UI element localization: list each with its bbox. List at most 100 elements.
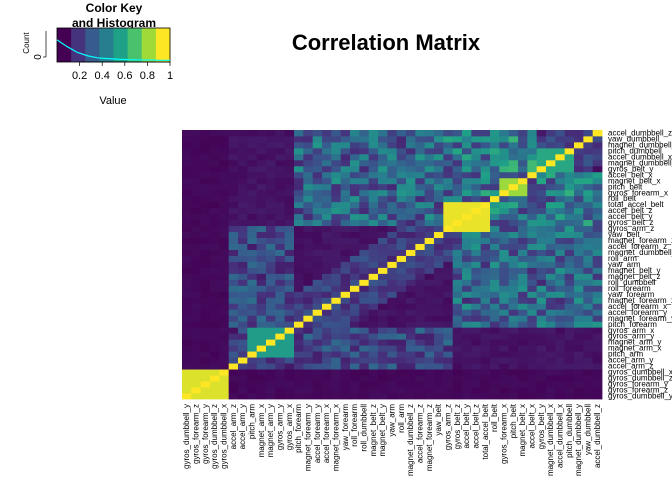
heatmap-cell	[350, 219, 360, 227]
heatmap-cell	[415, 297, 426, 304]
heatmap-cell	[322, 285, 332, 292]
heatmap-cell	[508, 171, 519, 179]
heatmap-cell	[256, 189, 267, 197]
heatmap-cell	[396, 327, 407, 334]
heatmap-cell	[406, 171, 416, 179]
heatmap-cell	[247, 327, 258, 334]
heatmap-cell	[368, 201, 379, 209]
heatmap-cell	[406, 267, 416, 274]
heatmap-cell	[592, 177, 603, 185]
heatmap-cell	[499, 135, 510, 143]
heatmap-cell	[480, 327, 491, 334]
heatmap-cell	[415, 387, 426, 394]
heatmap-cell	[200, 189, 211, 197]
heatmap-cell	[592, 357, 603, 364]
heatmap-cell	[490, 183, 500, 191]
heatmap-cell	[443, 375, 454, 382]
heatmap-cell	[340, 237, 351, 244]
heatmap-cell	[303, 225, 314, 233]
heatmap-cell	[574, 183, 584, 191]
heatmap-cell	[284, 387, 295, 394]
heatmap-cell	[452, 375, 463, 382]
heatmap-cell	[462, 339, 472, 346]
heatmap-cell	[340, 213, 351, 221]
heatmap-cell	[546, 375, 556, 382]
heatmap-cell	[592, 297, 603, 304]
heatmap-cell	[406, 327, 416, 334]
heatmap-cell	[378, 147, 388, 155]
heatmap-cell	[527, 351, 538, 358]
heatmap-cell	[340, 357, 351, 364]
heatmap-cell	[452, 273, 463, 280]
heatmap-cell	[499, 393, 510, 400]
heatmap-cell	[312, 369, 323, 376]
heatmap-cell	[378, 357, 388, 364]
heatmap-cell	[406, 249, 416, 256]
heatmap-cell	[238, 195, 248, 203]
heatmap-cell	[424, 141, 435, 149]
heatmap-cell	[592, 159, 603, 167]
heatmap-cell	[312, 273, 323, 280]
heatmap-cell	[238, 231, 248, 238]
heatmap-cell	[424, 255, 435, 262]
heatmap-cell	[378, 285, 388, 292]
heatmap-cell	[378, 153, 388, 161]
heatmap-cell	[499, 387, 510, 394]
heatmap-cell	[350, 147, 360, 155]
heatmap-cell	[378, 339, 388, 346]
heatmap-cell	[564, 303, 575, 310]
heatmap-cell	[406, 339, 416, 346]
heatmap-cell	[228, 165, 239, 173]
heatmap-cell	[564, 381, 575, 388]
heatmap-cell	[322, 315, 332, 322]
heatmap-cell	[312, 201, 323, 209]
heatmap-cell	[564, 357, 575, 364]
heatmap-cell	[518, 363, 528, 370]
row-label: gyros_forearm_y	[608, 380, 668, 389]
heatmap-cell	[340, 207, 351, 215]
heatmap-cell	[462, 375, 472, 382]
heatmap-cell	[546, 171, 556, 179]
heatmap-cell	[406, 309, 416, 316]
heatmap-cell	[359, 183, 370, 191]
heatmap-cell	[266, 159, 276, 167]
heatmap-cell	[368, 255, 379, 262]
heatmap-cell	[574, 130, 584, 137]
heatmap-cell	[294, 339, 304, 346]
heatmap-cell	[583, 303, 594, 310]
heatmap-cell	[275, 357, 286, 364]
heatmap-cell	[452, 381, 463, 388]
heatmap-cell	[527, 297, 538, 304]
heatmap-cell	[266, 135, 276, 143]
heatmap-cell	[303, 177, 314, 185]
heatmap-cell	[518, 177, 528, 185]
heatmap-cell	[396, 153, 407, 161]
heatmap-cell	[424, 243, 435, 250]
heatmap-cell	[471, 135, 482, 143]
column-label: magnet_dumbbell_z	[406, 404, 415, 476]
heatmap-cell	[564, 321, 575, 328]
heatmap-cell	[182, 321, 192, 328]
heatmap-cell	[443, 327, 454, 334]
heatmap-cell	[471, 141, 482, 149]
heatmap-cell	[527, 267, 538, 274]
heatmap-cell	[471, 375, 482, 382]
heatmap-cell	[574, 345, 584, 352]
heatmap-cell	[452, 387, 463, 394]
heatmap-cell	[462, 135, 472, 143]
heatmap-cell	[191, 297, 202, 304]
heatmap-cell	[210, 357, 220, 364]
heatmap-cell	[434, 243, 444, 250]
heatmap-cell	[331, 243, 342, 250]
heatmap-cell	[275, 327, 286, 334]
heatmap-cell	[387, 261, 398, 268]
heatmap-cell	[424, 345, 435, 352]
heatmap-cell	[266, 189, 276, 197]
heatmap-cell	[387, 363, 398, 370]
heatmap-cell	[546, 345, 556, 352]
heatmap-cell	[546, 255, 556, 262]
heatmap-cell	[340, 147, 351, 155]
heatmap-cell	[378, 279, 388, 286]
heatmap-cell	[312, 357, 323, 364]
heatmap-cell	[331, 213, 342, 221]
